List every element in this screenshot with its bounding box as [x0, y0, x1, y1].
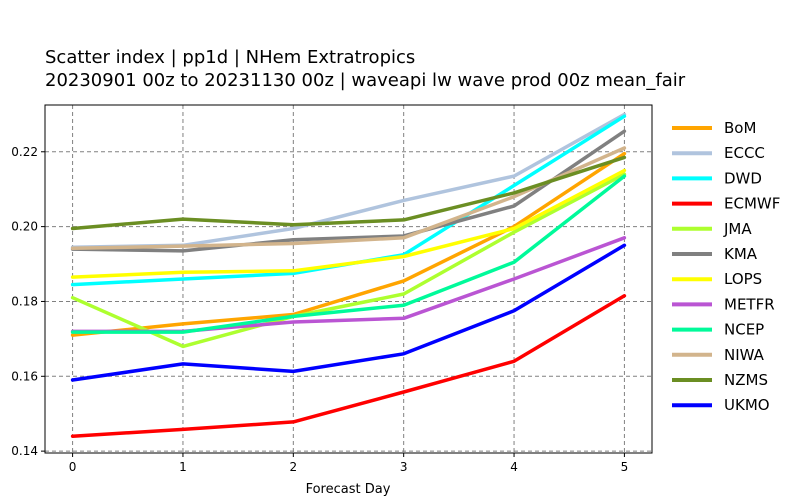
series-line-ukmo: [70, 243, 627, 382]
chart-title-line-2: 20230901 00z to 20231130 00z | waveapi l…: [45, 70, 686, 91]
series-line-kma: [70, 129, 627, 253]
series-line-bom: [70, 151, 627, 337]
legend-label-eccc: ECCC: [724, 144, 765, 162]
plot-frame: [44, 104, 653, 454]
chart-title-line-1: Scatter index | pp1d | NHem Extratropics: [45, 47, 415, 68]
y-tick-label: 0.20: [11, 220, 38, 234]
y-tick-label: 0.22: [11, 145, 38, 159]
x-tick-label: 2: [289, 460, 297, 474]
x-tick-label: 4: [510, 460, 518, 474]
y-tick-label: 0.14: [11, 444, 38, 458]
legend-label-bom: BoM: [724, 119, 756, 137]
legend-label-nzms: NZMS: [724, 371, 768, 389]
series-line-nzms: [70, 155, 627, 231]
x-tick-label: 1: [179, 460, 187, 474]
legend-label-metfr: METFR: [724, 295, 775, 313]
x-tick-label: 5: [621, 460, 629, 474]
legend-label-ecmwf: ECMWF: [724, 195, 780, 213]
x-tick-label: 0: [69, 460, 77, 474]
x-axis-label: Forecast Day: [306, 482, 391, 497]
grid: [45, 105, 652, 453]
legend-label-dwd: DWD: [724, 169, 762, 187]
legend-label-kma: KMA: [724, 245, 758, 263]
legend-label-jma: JMA: [723, 220, 752, 238]
legend-label-ncep: NCEP: [724, 321, 764, 339]
series-line-jma: [70, 172, 627, 349]
series-line-ncep: [70, 174, 627, 334]
legend-label-lops: LOPS: [724, 270, 762, 288]
axis-ticks: 0 1 2 3 4 5 0.14 0.16 0.18 0.20 0.22: [11, 145, 628, 474]
y-tick-label: 0.18: [11, 294, 38, 308]
legend-label-ukmo: UKMO: [724, 396, 770, 414]
series-lines: [70, 112, 627, 438]
legend-label-niwa: NIWA: [724, 346, 765, 364]
legend: BoM ECCC DWD ECMWF JMA KMA LOPS METFR NCEP NIWA NZ…: [672, 119, 780, 414]
x-tick-label: 3: [400, 460, 408, 474]
series-line-ecmwf: [70, 294, 627, 438]
y-tick-label: 0.16: [11, 369, 38, 383]
series-line-lops: [70, 168, 627, 279]
